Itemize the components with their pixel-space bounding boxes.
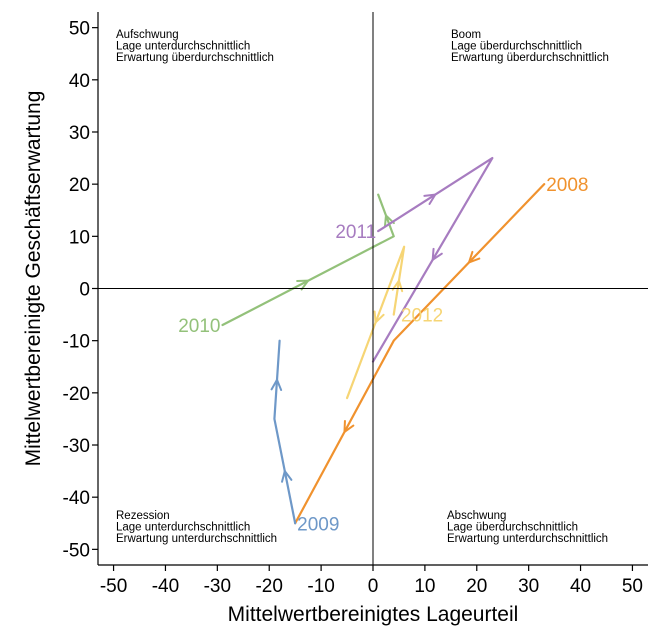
arrowhead	[423, 193, 437, 205]
x-tick-label: 50	[622, 576, 643, 597]
arrowhead	[270, 378, 283, 391]
quadrant-text-bottom-right: Lage überdurchschnittlich	[447, 522, 578, 534]
y-tick-label: 30	[69, 123, 90, 144]
series-label-2008: 2008	[546, 175, 588, 196]
y-tick-label: 20	[69, 175, 90, 196]
arrowhead	[431, 247, 443, 261]
arrowhead	[373, 310, 385, 324]
series-label-2010: 2010	[178, 316, 220, 337]
x-tick-label: -20	[255, 576, 282, 597]
x-tick-label: -10	[307, 576, 334, 597]
arrowhead	[383, 214, 395, 228]
y-tick-label: 10	[69, 227, 90, 248]
quadrant-text-bottom-left: Rezession	[116, 510, 170, 522]
quadrant-text-bottom-right: Erwartung unterdurchschnittlich	[447, 533, 608, 545]
series-layer	[221, 156, 546, 525]
quadrant-text-top-right: Erwartung überdurchschnittlich	[451, 52, 609, 64]
y-tick-label: -30	[63, 436, 90, 457]
series-line-2010	[221, 193, 395, 327]
y-tick-label: 50	[69, 19, 90, 40]
x-tick-label: 30	[518, 576, 539, 597]
y-tick-label: 0	[79, 280, 90, 301]
quadrant-text-top-left: Lage unterdurchschnittlich	[116, 41, 250, 53]
x-tick-label: -30	[204, 576, 231, 597]
axis-layer: -50 -40 -30 -20 -10 0 10 20 30 40 5050403020100-10…	[22, 12, 648, 626]
arrowhead	[467, 250, 481, 264]
x-tick-label: -40	[152, 576, 179, 597]
x-tick-label: 10	[414, 576, 435, 597]
series-2010	[221, 193, 395, 327]
series-label-2011: 2011	[335, 222, 376, 243]
y-tick-label: 40	[69, 71, 90, 92]
arrowhead	[296, 279, 310, 291]
series-line-2008	[294, 183, 546, 525]
x-tick-label: -50	[100, 576, 127, 597]
series-label-2009: 2009	[297, 514, 339, 535]
x-tick-label: 40	[570, 576, 591, 597]
label-layer: 2008 2009 2010 2011 2012	[178, 175, 588, 535]
series-label-2012: 2012	[401, 306, 443, 327]
y-tick-label: -50	[63, 540, 90, 561]
y-tick-label: -40	[63, 488, 90, 509]
x-axis-title: Mittelwertbereinigtes Lageurteil	[228, 603, 519, 626]
y-tick-label: -20	[63, 384, 90, 405]
arrowhead	[343, 419, 355, 433]
arrowhead	[391, 279, 404, 293]
x-tick-label: 0	[368, 576, 379, 597]
series-2008	[294, 183, 546, 525]
x-tick-label: 20	[466, 576, 487, 597]
quadrant-text-bottom-left: Lage unterdurchschnittlich	[116, 522, 250, 534]
series-2011	[371, 156, 494, 363]
y-tick-label: -10	[63, 332, 90, 353]
series-2012	[345, 245, 406, 400]
arrowhead	[281, 470, 293, 483]
quadrant-text-top-right: Lage überdurchschnittlich	[451, 41, 582, 53]
series-2009	[270, 339, 297, 525]
quadrant-text-top-left: Aufschwung	[116, 29, 179, 41]
y-axis-title: Mittelwertbereinigte Geschäftserwartung	[22, 91, 45, 467]
quadrant-text-bottom-right: Abschwung	[447, 510, 506, 522]
quadrant-text-top-left: Erwartung überdurchschnittlich	[116, 52, 274, 64]
quadrant-text-top-right: Boom	[451, 29, 481, 41]
quadrant-text-bottom-left: Erwartung unterdurchschnittlich	[116, 533, 277, 545]
series-line-2009	[273, 339, 297, 525]
